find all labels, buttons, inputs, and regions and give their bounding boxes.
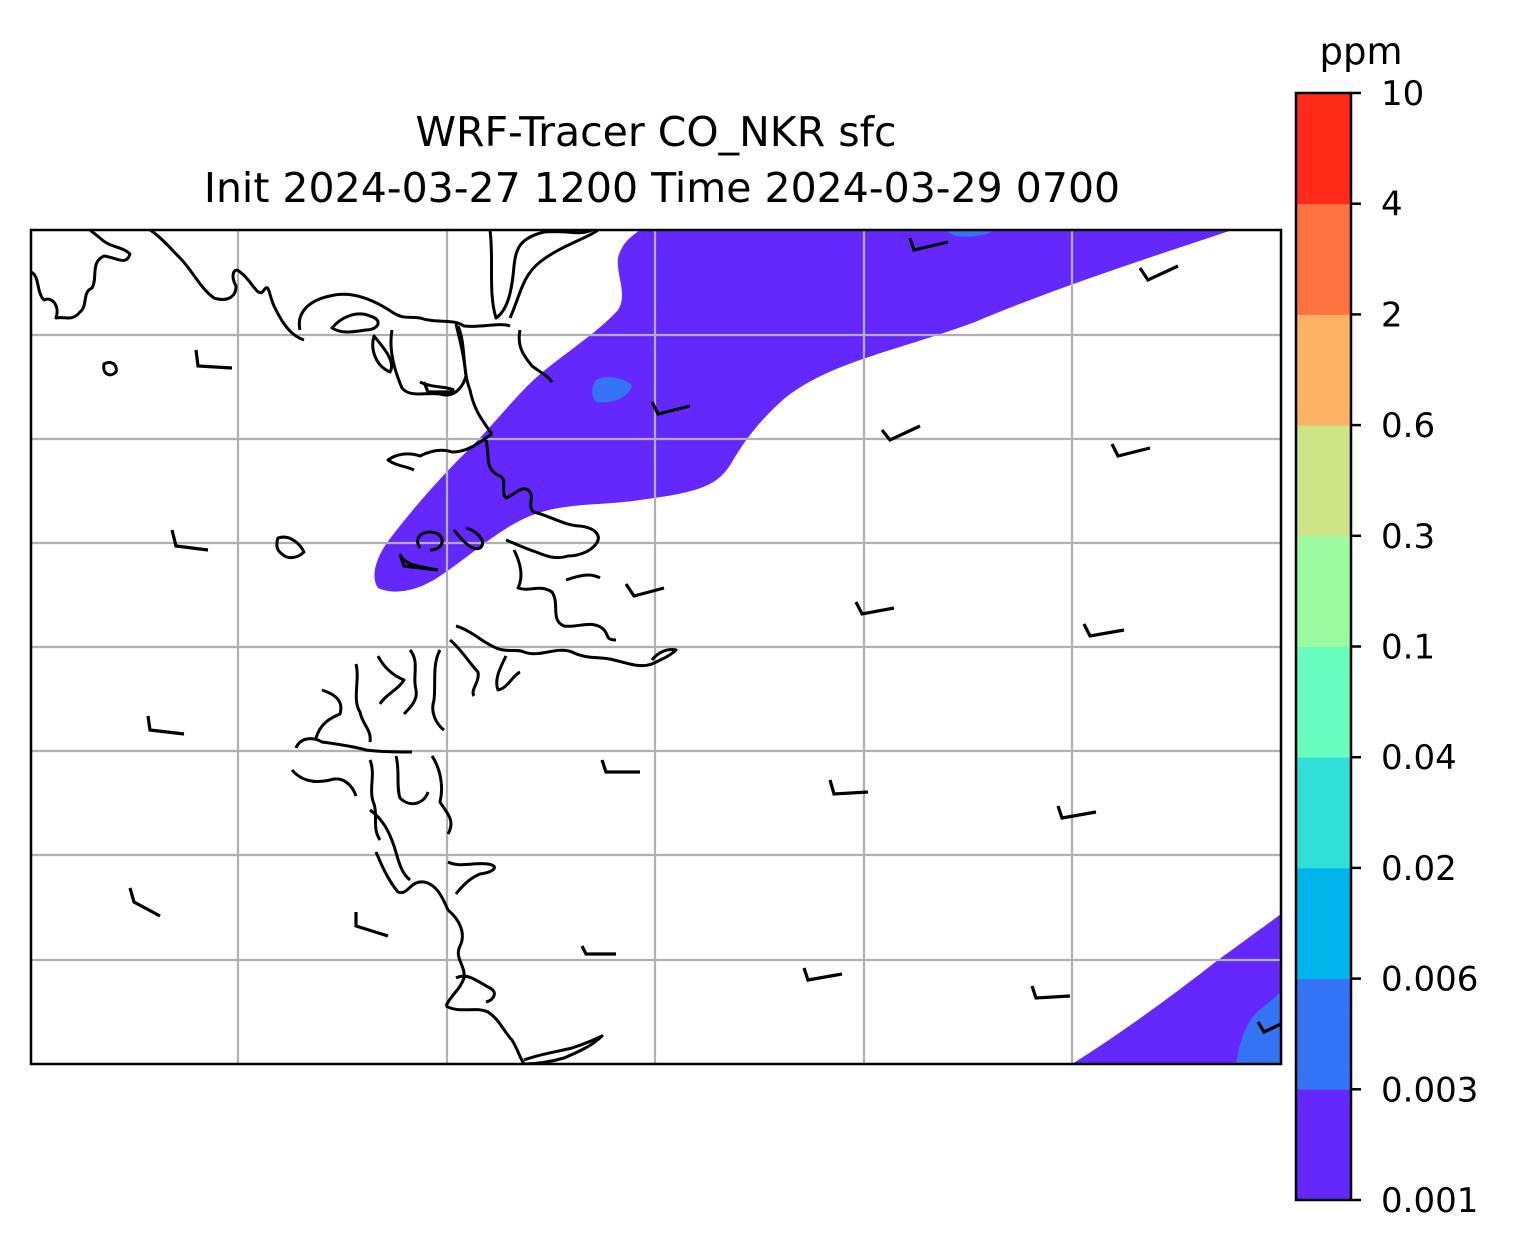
colorbar-tick-label: 4 xyxy=(1381,185,1403,225)
coastlines xyxy=(31,230,678,1064)
colorbar-tick-label: 0.001 xyxy=(1381,1181,1478,1221)
wind-barb xyxy=(1256,1021,1281,1035)
colorbar-tick-label: 0.02 xyxy=(1381,849,1457,889)
colorbar: 0.001 0.003 0.006 0.02 0.04 0.1 0.3 0.6 2 4 10 xyxy=(1294,74,1478,1221)
colorbar-segment xyxy=(1296,203,1351,315)
colorbar-tick-label: 0.1 xyxy=(1381,628,1435,668)
wind-barb xyxy=(854,601,895,616)
colorbar-segment xyxy=(1296,978,1351,1090)
colorbar-segment xyxy=(1296,93,1351,205)
tracer-plume-region-corner xyxy=(1072,914,1281,1064)
wind-barb xyxy=(908,237,949,252)
wind-barb xyxy=(1082,623,1125,638)
wind-barb xyxy=(422,381,456,394)
wind-barb xyxy=(170,529,209,552)
colorbar-tick-label: 0.003 xyxy=(1381,1070,1478,1110)
wind-barb xyxy=(1110,443,1151,458)
wind-barb xyxy=(624,583,665,598)
chart-title-line2: Init 2024-03-27 1200 Time 2024-03-29 070… xyxy=(204,164,1120,212)
wind-barb xyxy=(650,401,691,416)
wind-barb xyxy=(600,759,640,774)
colorbar-units: ppm xyxy=(1319,30,1402,73)
wind-barb xyxy=(580,945,616,956)
colorbar-segment xyxy=(1296,535,1351,647)
colorbar-tick-label: 0.3 xyxy=(1381,517,1435,557)
map-panel xyxy=(31,230,1281,1064)
wind-barb xyxy=(128,887,161,918)
colorbar-tick-label: 0.04 xyxy=(1381,738,1457,778)
colorbar-tick-label: 0.6 xyxy=(1381,406,1435,446)
map-frame xyxy=(29,228,1283,1066)
colorbar-segment xyxy=(1296,314,1351,426)
tracer-patch-level2-corner xyxy=(1236,992,1281,1064)
colorbar-segment xyxy=(1296,867,1351,980)
tracer-patch-level2-small xyxy=(945,230,995,237)
colorbar-segment xyxy=(1296,425,1351,537)
wind-barb xyxy=(880,424,921,442)
tracer-plume-region xyxy=(374,230,1232,592)
wind-barb xyxy=(146,715,185,736)
wind-barb xyxy=(1056,805,1097,820)
wind-barb xyxy=(828,779,869,796)
colorbar-tick-label: 0.006 xyxy=(1381,960,1478,1000)
colorbar-segment xyxy=(1296,757,1351,869)
wind-barb xyxy=(194,349,233,370)
colorbar-tick-label: 10 xyxy=(1381,74,1424,114)
gridlines xyxy=(31,230,1281,1064)
colorbar-segment xyxy=(1296,1089,1351,1201)
wind-barbs xyxy=(128,237,1281,1035)
wind-barb xyxy=(398,553,439,572)
colorbar-segment xyxy=(1296,646,1351,758)
wind-barb xyxy=(1030,985,1071,1000)
tracer-patch-level2 xyxy=(592,377,632,403)
wind-barb xyxy=(354,912,389,938)
colorbar-tick-label: 2 xyxy=(1381,295,1403,335)
wind-barb xyxy=(1138,264,1179,283)
chart-title-line1: WRF-Tracer CO_NKR sfc xyxy=(415,108,896,156)
wind-barb xyxy=(802,967,843,982)
